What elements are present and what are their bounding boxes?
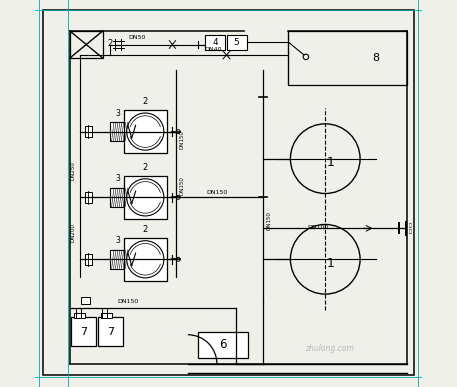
Text: DN150: DN150	[206, 190, 228, 195]
Text: DN40: DN40	[204, 47, 222, 52]
Bar	[85, 192, 91, 203]
Text: 2: 2	[143, 163, 148, 172]
Text: DN150: DN150	[179, 130, 184, 149]
Bar	[70, 31, 103, 58]
Text: 4: 4	[213, 38, 218, 47]
Text: 2: 2	[108, 39, 113, 48]
Text: DN150: DN150	[117, 299, 138, 304]
Bar	[124, 110, 167, 153]
Bar	[111, 188, 125, 207]
Bar	[124, 238, 167, 281]
Bar	[98, 317, 123, 346]
Text: 5: 5	[234, 38, 239, 47]
Bar	[85, 126, 91, 137]
Text: DN250: DN250	[70, 161, 75, 180]
Bar	[85, 254, 91, 265]
Bar	[197, 332, 248, 358]
Text: 1: 1	[327, 156, 335, 169]
Bar	[81, 297, 90, 304]
Bar	[124, 176, 167, 219]
Text: zhulong.com: zhulong.com	[305, 344, 354, 353]
Bar	[227, 35, 247, 50]
Bar	[111, 122, 125, 141]
Bar	[111, 250, 125, 269]
Text: 2: 2	[143, 98, 148, 106]
Bar	[101, 313, 112, 318]
Text: DN100: DN100	[307, 225, 328, 230]
Text: 7: 7	[80, 327, 87, 337]
Text: DN200: DN200	[70, 223, 75, 241]
Text: 2: 2	[143, 225, 148, 234]
Text: DN150: DN150	[266, 211, 271, 230]
Text: 3: 3	[115, 236, 120, 245]
Bar	[205, 35, 225, 50]
Text: 3: 3	[115, 109, 120, 118]
Bar	[288, 31, 407, 85]
Bar	[74, 313, 85, 318]
Text: DN150: DN150	[179, 176, 184, 195]
Bar	[71, 317, 96, 346]
Text: 7: 7	[107, 327, 114, 337]
Text: 3: 3	[115, 175, 120, 183]
Text: 1: 1	[327, 257, 335, 270]
Text: 排
水: 排 水	[409, 223, 411, 234]
Text: 8: 8	[372, 53, 379, 63]
Text: DN50: DN50	[128, 35, 145, 40]
Text: 6: 6	[219, 338, 227, 351]
